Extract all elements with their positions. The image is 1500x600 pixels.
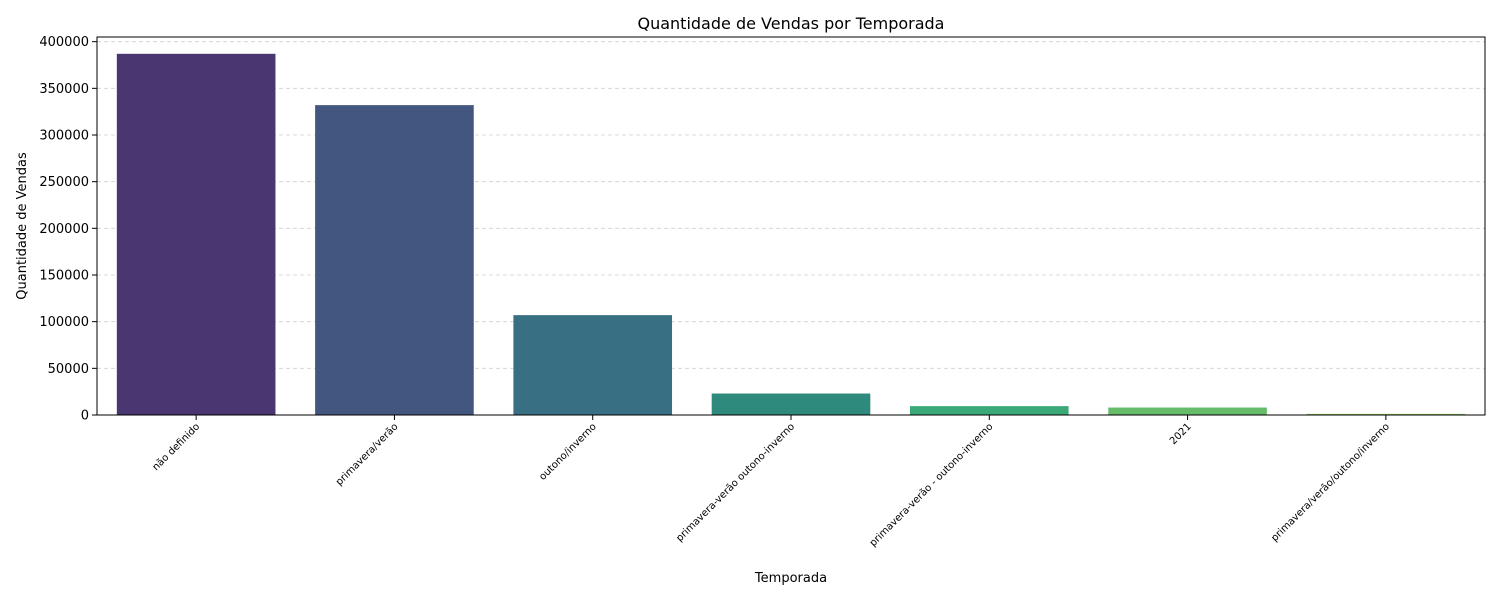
y-tick-label: 50000 bbox=[48, 362, 89, 377]
x-tick-label: 2021 bbox=[1168, 421, 1194, 447]
bar bbox=[1108, 407, 1267, 415]
x-axis-label: Temporada bbox=[754, 571, 827, 586]
x-tick-label: outono/inverno bbox=[537, 421, 598, 482]
x-tick-label: primavera-verão outono-inverno bbox=[674, 421, 797, 544]
bar bbox=[315, 105, 474, 415]
y-tick-label: 350000 bbox=[39, 82, 89, 97]
y-tick-label: 200000 bbox=[39, 222, 89, 237]
y-tick-label: 100000 bbox=[39, 315, 89, 330]
y-tick-label: 0 bbox=[81, 409, 89, 424]
grid-layer bbox=[97, 41, 1485, 416]
bar bbox=[116, 53, 276, 416]
y-tick-label: 400000 bbox=[39, 35, 89, 50]
x-tick-label: primavera/verão/outono/inverno bbox=[1269, 421, 1392, 544]
y-tick-label: 300000 bbox=[39, 129, 89, 144]
x-tick-label: não definido bbox=[151, 421, 203, 473]
plot-frame bbox=[96, 36, 1486, 416]
bars-layer bbox=[116, 53, 1466, 416]
bar bbox=[1306, 413, 1466, 415]
bar bbox=[513, 315, 673, 415]
bar bbox=[909, 406, 1069, 415]
y-axis-label: Quantidade de Vendas bbox=[15, 152, 30, 300]
chart-title: Quantidade de Vendas por Temporada bbox=[638, 14, 945, 33]
y-tick-label: 150000 bbox=[39, 269, 89, 284]
x-tick-label: primavera/verão bbox=[334, 421, 401, 488]
x-tick-label: primavera-verão - outono-inverno bbox=[868, 421, 996, 549]
bar bbox=[711, 393, 871, 415]
y-tick-label: 250000 bbox=[39, 175, 89, 190]
